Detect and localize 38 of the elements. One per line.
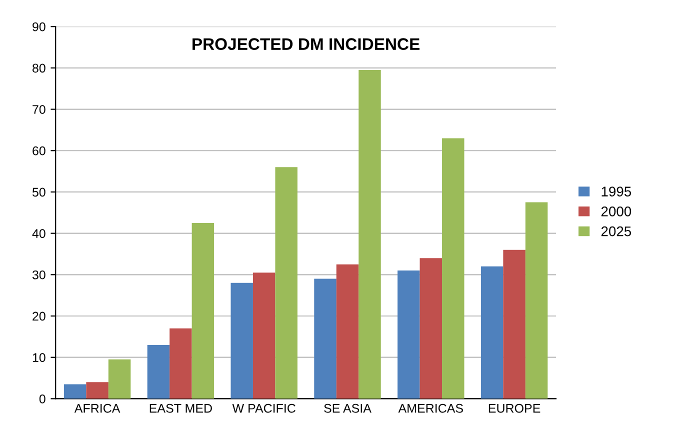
y-tick-label: 0 bbox=[39, 394, 46, 404]
y-tick-label: 30 bbox=[32, 270, 46, 280]
bar bbox=[480, 266, 504, 399]
y-tick-label: 50 bbox=[32, 188, 46, 197]
bar bbox=[503, 250, 526, 399]
x-tick-label: EAST MED bbox=[150, 404, 212, 413]
y-tick-label: 20 bbox=[32, 312, 46, 321]
bar bbox=[170, 328, 192, 399]
x-tick-label: SE ASIA bbox=[324, 404, 372, 413]
bar bbox=[525, 202, 548, 399]
bar bbox=[252, 272, 276, 399]
bar bbox=[336, 264, 359, 399]
y-tick-label: 80 bbox=[32, 64, 46, 73]
x-tick-label: AFRICA bbox=[74, 404, 120, 413]
y-tick-label: 70 bbox=[32, 105, 46, 114]
y-tick-label: 10 bbox=[32, 353, 46, 362]
bar bbox=[108, 359, 131, 399]
bar bbox=[86, 382, 108, 399]
bar bbox=[147, 344, 170, 399]
legend-label: 2025 bbox=[601, 226, 632, 236]
bar bbox=[398, 270, 420, 399]
x-tick-label: AMERICAS bbox=[398, 404, 463, 413]
legend-label: 2000 bbox=[601, 206, 632, 216]
bar bbox=[420, 258, 442, 399]
legend-label: 1995 bbox=[602, 186, 632, 196]
x-tick-label: EUROPE bbox=[488, 404, 540, 413]
bar bbox=[358, 70, 381, 399]
y-tick-label: 40 bbox=[32, 229, 46, 238]
bar bbox=[442, 138, 464, 399]
bar bbox=[64, 384, 86, 399]
bar bbox=[230, 282, 253, 399]
text: PROJECTED DM INCIDENCE bbox=[192, 38, 420, 50]
x-tick-label: W PACIFIC bbox=[232, 404, 296, 413]
bar bbox=[192, 222, 214, 399]
y-tick-label: 90 bbox=[32, 22, 46, 32]
bar bbox=[275, 167, 298, 399]
bar bbox=[314, 278, 336, 399]
y-tick-label: 60 bbox=[32, 146, 46, 156]
